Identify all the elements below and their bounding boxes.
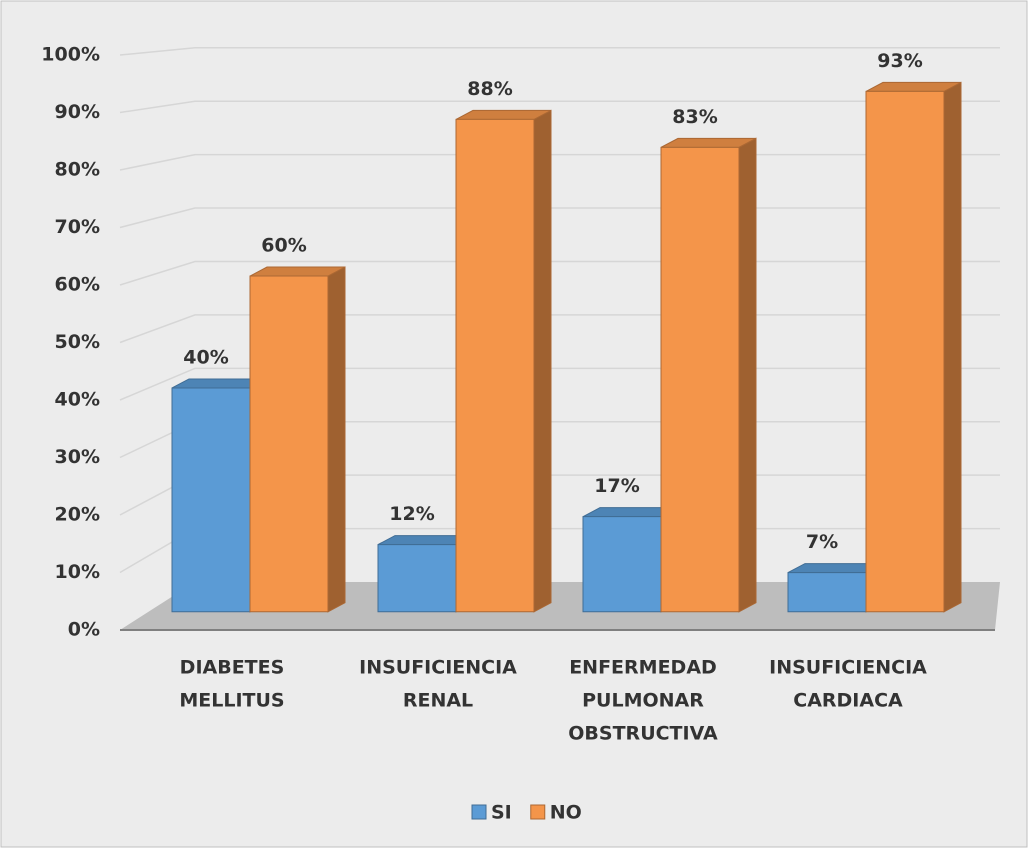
bar-top	[455, 109, 552, 120]
y-tick-label: 10%	[55, 561, 100, 583]
x-tick-label: CARDIACA	[793, 690, 903, 712]
y-tick-label: 0%	[68, 619, 100, 641]
data-label: 60%	[261, 235, 306, 257]
y-tick-label: 50%	[55, 331, 100, 353]
bar-side	[327, 266, 346, 613]
y-tick-label: 70%	[55, 216, 100, 238]
bar-top	[249, 266, 346, 277]
x-tick-label: INSUFICIENCIA	[769, 657, 927, 679]
bar-front	[171, 387, 251, 613]
x-tick-label: ENFERMEDAD	[569, 657, 717, 679]
legend-label: NO	[550, 802, 582, 824]
data-label: 12%	[389, 503, 434, 525]
bar-front	[865, 90, 945, 613]
x-tick-label: INSUFICIENCIA	[359, 657, 517, 679]
y-tick-label: 90%	[55, 101, 100, 123]
bar-top	[865, 81, 962, 92]
legend-swatch	[471, 804, 487, 820]
bar	[455, 109, 552, 613]
bar-front	[582, 516, 662, 613]
x-tick-label: DIABETES	[180, 657, 285, 679]
bar-side	[943, 81, 962, 613]
data-label: 93%	[877, 50, 922, 72]
legend-label: SI	[491, 802, 512, 824]
data-label: 17%	[594, 475, 639, 497]
bar	[249, 266, 346, 613]
y-tick-label: 60%	[55, 274, 100, 296]
bar-front	[249, 275, 329, 613]
bar-side	[738, 137, 757, 613]
bar-side	[533, 109, 552, 613]
y-tick-label: 80%	[55, 159, 100, 181]
y-tick-label: 30%	[55, 446, 100, 468]
bar-front	[660, 146, 740, 613]
y-tick-label: 20%	[55, 504, 100, 526]
bar-front	[377, 544, 457, 613]
data-label: 88%	[467, 78, 512, 100]
data-label: 7%	[806, 531, 838, 553]
y-tick-label: 100%	[41, 44, 100, 66]
x-tick-label: RENAL	[403, 690, 473, 712]
bar-top	[660, 137, 757, 148]
x-tick-label: MELLITUS	[179, 690, 284, 712]
y-tick-label: 40%	[55, 389, 100, 411]
bar	[865, 81, 962, 613]
grid-line	[119, 47, 1000, 56]
bar-front	[787, 572, 867, 613]
data-label: 40%	[183, 346, 228, 368]
bar-front	[455, 118, 535, 613]
bar	[660, 137, 757, 613]
x-tick-label: OBSTRUCTIVA	[568, 723, 718, 745]
x-tick-label: PULMONAR	[582, 690, 704, 712]
grid-line	[119, 100, 1000, 114]
data-label: 83%	[672, 106, 717, 128]
legend-swatch	[530, 804, 546, 820]
